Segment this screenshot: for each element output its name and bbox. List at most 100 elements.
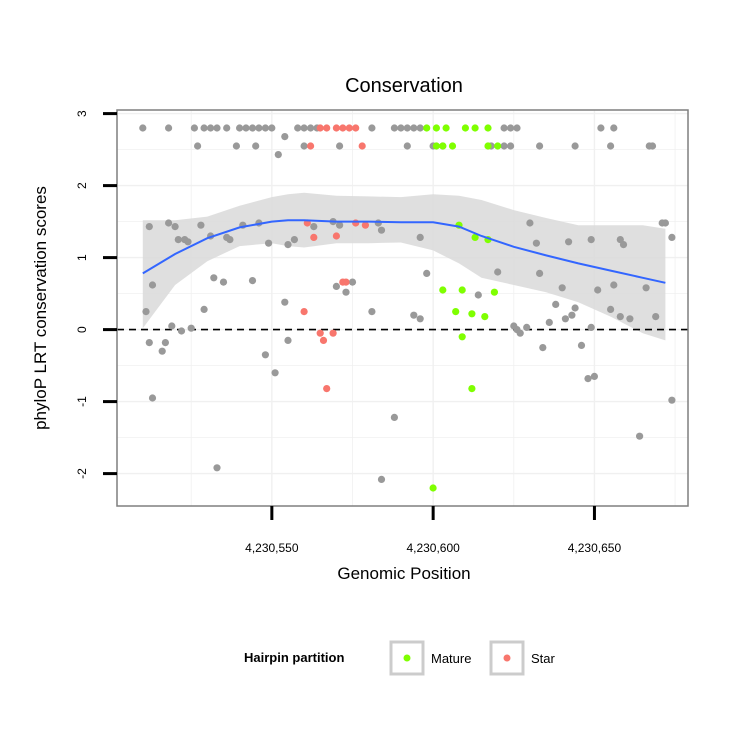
data-point-other [552,300,560,308]
data-point-mature [484,142,492,150]
data-point-other [281,298,289,306]
data-point-other [248,124,257,132]
data-point-other [390,413,398,421]
data-point-mature [461,124,469,132]
data-point-other [661,219,670,227]
data-point-other [500,124,508,132]
data-point-mature [423,124,431,132]
x-tick-label: 4,230,600 [406,541,460,555]
data-point-mature [442,124,450,132]
data-point-star [352,124,360,132]
data-point-other [142,308,150,316]
y-tick-label: -2 [75,468,89,479]
data-point-other [197,221,205,229]
data-point-star [307,142,315,150]
data-point-star [358,142,366,150]
data-point-other [248,277,257,285]
data-point-mature [429,484,437,492]
data-point-other [607,305,615,313]
data-point-other [368,308,376,316]
data-point-other [577,341,586,349]
data-point-mature [458,286,466,294]
data-point-star [342,278,350,286]
data-point-other [207,124,215,132]
data-point-other [145,223,153,231]
x-tick-label: 4,230,650 [568,541,622,555]
data-point-star [339,124,347,132]
data-point-other [184,238,192,246]
data-point-mature [481,313,489,321]
data-point-other [281,133,289,141]
data-point-other [261,124,269,132]
data-point-other [194,142,202,150]
data-point-mature [458,333,466,341]
y-axis-ticks: -2 -1 0 1 2 3 [75,110,117,479]
data-point-other [507,142,515,150]
legend-label-mature: Mature [431,651,471,666]
data-point-star [352,219,360,227]
confidence-ribbon-layer [142,192,666,341]
data-point-other [223,124,231,132]
data-point-other [171,223,179,231]
data-point-star [329,329,337,337]
data-point-other [607,142,615,150]
data-point-other [494,268,502,276]
data-point-other [255,124,263,132]
data-point-other [565,238,573,246]
data-point-other [626,315,634,323]
data-point-other [668,396,676,404]
data-point-other [242,124,250,132]
data-point-other [590,372,599,380]
y-tick-label: 2 [75,182,89,189]
data-point-star [361,221,369,229]
legend: Hairpin partition Mature Star [244,640,556,676]
data-point-other [377,226,386,234]
data-point-mature [494,142,502,150]
data-point-other [190,124,198,132]
data-point-mature [432,142,440,150]
legend-key-mature [403,654,411,662]
data-point-other [523,323,531,331]
data-point-other [636,432,644,440]
data-point-star [332,124,340,132]
data-point-other [290,236,298,244]
data-point-other [571,304,579,312]
data-point-mature [432,124,440,132]
data-point-other [652,313,660,321]
data-point-star [323,124,331,132]
data-point-other [526,219,534,227]
data-point-other [200,305,208,313]
data-point-other [148,394,157,402]
data-point-other [174,236,182,244]
data-point-other [145,339,153,347]
data-point-other [587,236,595,244]
y-tick-label: 1 [75,254,89,261]
data-point-other [507,124,515,132]
data-point-mature [484,124,492,132]
data-point-other [416,315,424,323]
data-point-other [332,282,340,290]
data-point-other [294,124,302,132]
x-axis-ticks: 4,230,550 4,230,600 4,230,650 [245,506,621,555]
data-point-other [423,269,431,277]
data-point-other [403,142,411,150]
data-point-other [594,286,602,294]
data-point-mature [439,142,447,150]
data-point-other [368,124,376,132]
data-point-star [316,124,324,132]
data-point-other [187,324,195,332]
data-point-other [210,274,218,282]
data-point-other [168,322,176,330]
data-point-other [474,291,482,299]
data-point-other [261,351,269,359]
data-point-other [536,142,544,150]
data-point-mature [439,286,447,294]
data-point-other [416,233,424,241]
data-point-other [403,124,411,132]
data-point-mature [468,385,476,393]
smooth-line-layer [142,219,666,284]
data-point-other [616,313,624,321]
data-point-other [200,124,208,132]
data-point-star [332,232,340,240]
data-point-other [619,241,628,249]
